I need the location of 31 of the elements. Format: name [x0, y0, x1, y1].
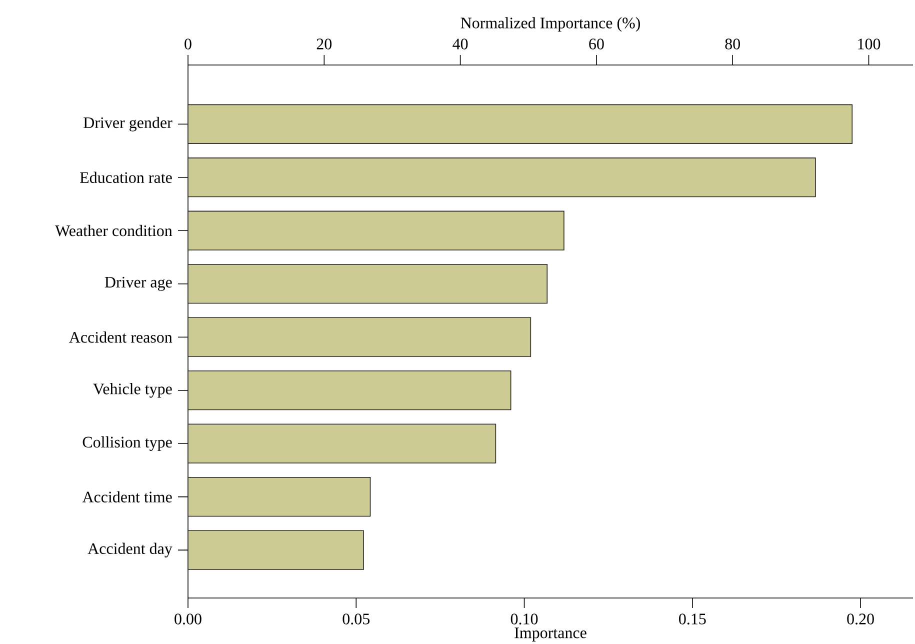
y-tick-label: Vehicle type [93, 383, 172, 398]
x-tick-label: 0.10 [510, 614, 538, 624]
bar [188, 264, 548, 304]
y-tick-label: Collision type [82, 436, 172, 451]
y-tick-label: Driver age [104, 276, 172, 291]
bar [188, 477, 371, 517]
bar [188, 210, 564, 250]
bar [188, 424, 496, 464]
bar [188, 317, 532, 357]
y-tick-label: Driver gender [84, 116, 172, 132]
x2-tick-label: 40 [452, 38, 468, 50]
x2-tick-label: 20 [316, 38, 332, 50]
bar [188, 370, 512, 410]
x2-tick-label: 0 [184, 38, 192, 50]
y-tick-label: Accident time [82, 491, 172, 502]
x-tick-label: 0.00 [174, 614, 202, 624]
x-tick-label: 0.20 [847, 614, 874, 624]
x2-axis-title: Normalized Importance (%) [460, 17, 640, 32]
y-tick-label: Accident day [88, 542, 172, 558]
bar [188, 530, 364, 570]
y-tick-label: Weather condition [55, 224, 172, 236]
x-axis-title: Importance [514, 628, 586, 642]
y-tick-label: Education rate [80, 172, 172, 183]
x2-tick-label: 60 [589, 38, 604, 50]
x-tick-label: 0.05 [342, 614, 370, 624]
x2-tick-label: 80 [725, 38, 740, 50]
y-tick-label: Accident reason [69, 331, 172, 343]
bar [188, 158, 816, 198]
x2-tick-label: 100 [858, 38, 880, 50]
x-tick-label: 0.15 [679, 614, 706, 624]
bar [188, 104, 853, 144]
